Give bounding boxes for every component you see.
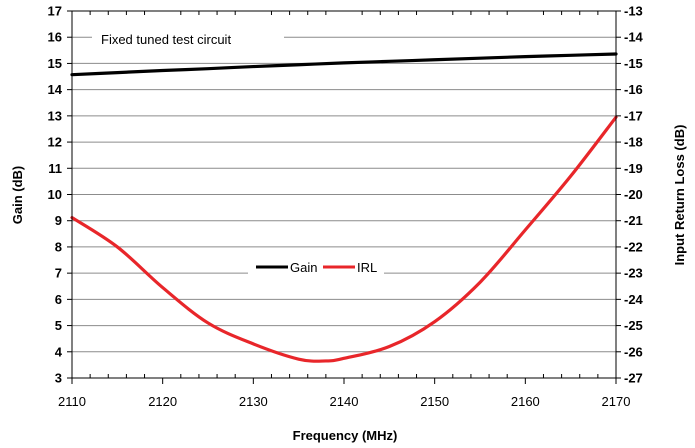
- series-line-gain: [70, 52, 618, 77]
- y2-tick-label-5: -22: [624, 239, 643, 254]
- x-axis-title: Frequency (MHz): [293, 428, 398, 443]
- y-tick-label-1: 4: [55, 344, 63, 359]
- y-tick-label-9: 12: [48, 135, 62, 150]
- y-tick-label-3: 6: [55, 292, 62, 307]
- y-tick-label-0: 3: [55, 371, 62, 386]
- y-tick-label-4: 7: [55, 266, 62, 281]
- y2-tick-label-10: -17: [624, 108, 643, 123]
- y2-tick-label-6: -21: [624, 213, 643, 228]
- x-tick-label-5: 2160: [511, 394, 540, 409]
- x-axis-ticks: 2110 2120 2130 2140 2150 2160 2170: [58, 378, 630, 409]
- y2-tick-label-8: -19: [624, 161, 643, 176]
- y2-tick-label-7: -20: [624, 187, 643, 202]
- y-tick-label-12: 15: [48, 56, 62, 71]
- y-axis-ticks: 3 4 5 6 7 8 9 10 11 12 13 14 15 16 17: [48, 4, 72, 386]
- legend-label-irl: IRL: [357, 260, 377, 275]
- x-tick-label-1: 2120: [148, 394, 177, 409]
- legend: Gain IRL: [248, 254, 384, 280]
- y-tick-label-10: 13: [48, 108, 62, 123]
- y-tick-label-8: 11: [48, 161, 62, 176]
- y2-tick-label-0: -27: [624, 371, 643, 386]
- y2-tick-label-11: -16: [624, 82, 643, 97]
- legend-label-gain: Gain: [290, 260, 317, 275]
- gridlines: [72, 36, 616, 353]
- x-tick-label-2: 2130: [239, 394, 268, 409]
- annotation-text: Fixed tuned test circuit: [101, 32, 231, 47]
- x-tick-label-6: 2170: [602, 394, 631, 409]
- y2-axis-ticks: -27 -26 -25 -24 -23 -22 -21 -20 -19 -18 -17 -16 -15 -…: [616, 4, 644, 386]
- y2-tick-label-4: -23: [624, 266, 643, 281]
- y-axis-title: Gain (dB): [10, 166, 25, 225]
- x-tick-label-0: 2110: [58, 394, 86, 409]
- y2-axis-title: Input Return Loss (dB): [672, 125, 687, 266]
- y-tick-label-11: 14: [48, 82, 63, 97]
- x-tick-label-3: 2140: [330, 394, 359, 409]
- y-tick-label-5: 8: [55, 239, 62, 254]
- series-layer: [70, 52, 618, 363]
- x-tick-label-4: 2150: [420, 394, 449, 409]
- series-line-irl: [70, 115, 618, 363]
- y2-tick-label-3: -24: [624, 292, 644, 307]
- y-tick-label-7: 10: [48, 187, 62, 202]
- y2-tick-label-9: -18: [624, 135, 643, 150]
- y2-tick-label-13: -14: [624, 30, 644, 45]
- annotation-box: [92, 27, 284, 51]
- y2-tick-label-14: -13: [624, 4, 643, 19]
- x-minor-ticks: [89, 11, 599, 378]
- y-tick-label-14: 17: [48, 4, 62, 19]
- y2-tick-label-1: -26: [624, 344, 643, 359]
- y2-tick-label-12: -15: [624, 56, 643, 71]
- y-tick-label-6: 9: [55, 213, 62, 228]
- y-tick-label-2: 5: [55, 318, 62, 333]
- y-tick-label-13: 16: [48, 30, 62, 45]
- y2-tick-label-2: -25: [624, 318, 643, 333]
